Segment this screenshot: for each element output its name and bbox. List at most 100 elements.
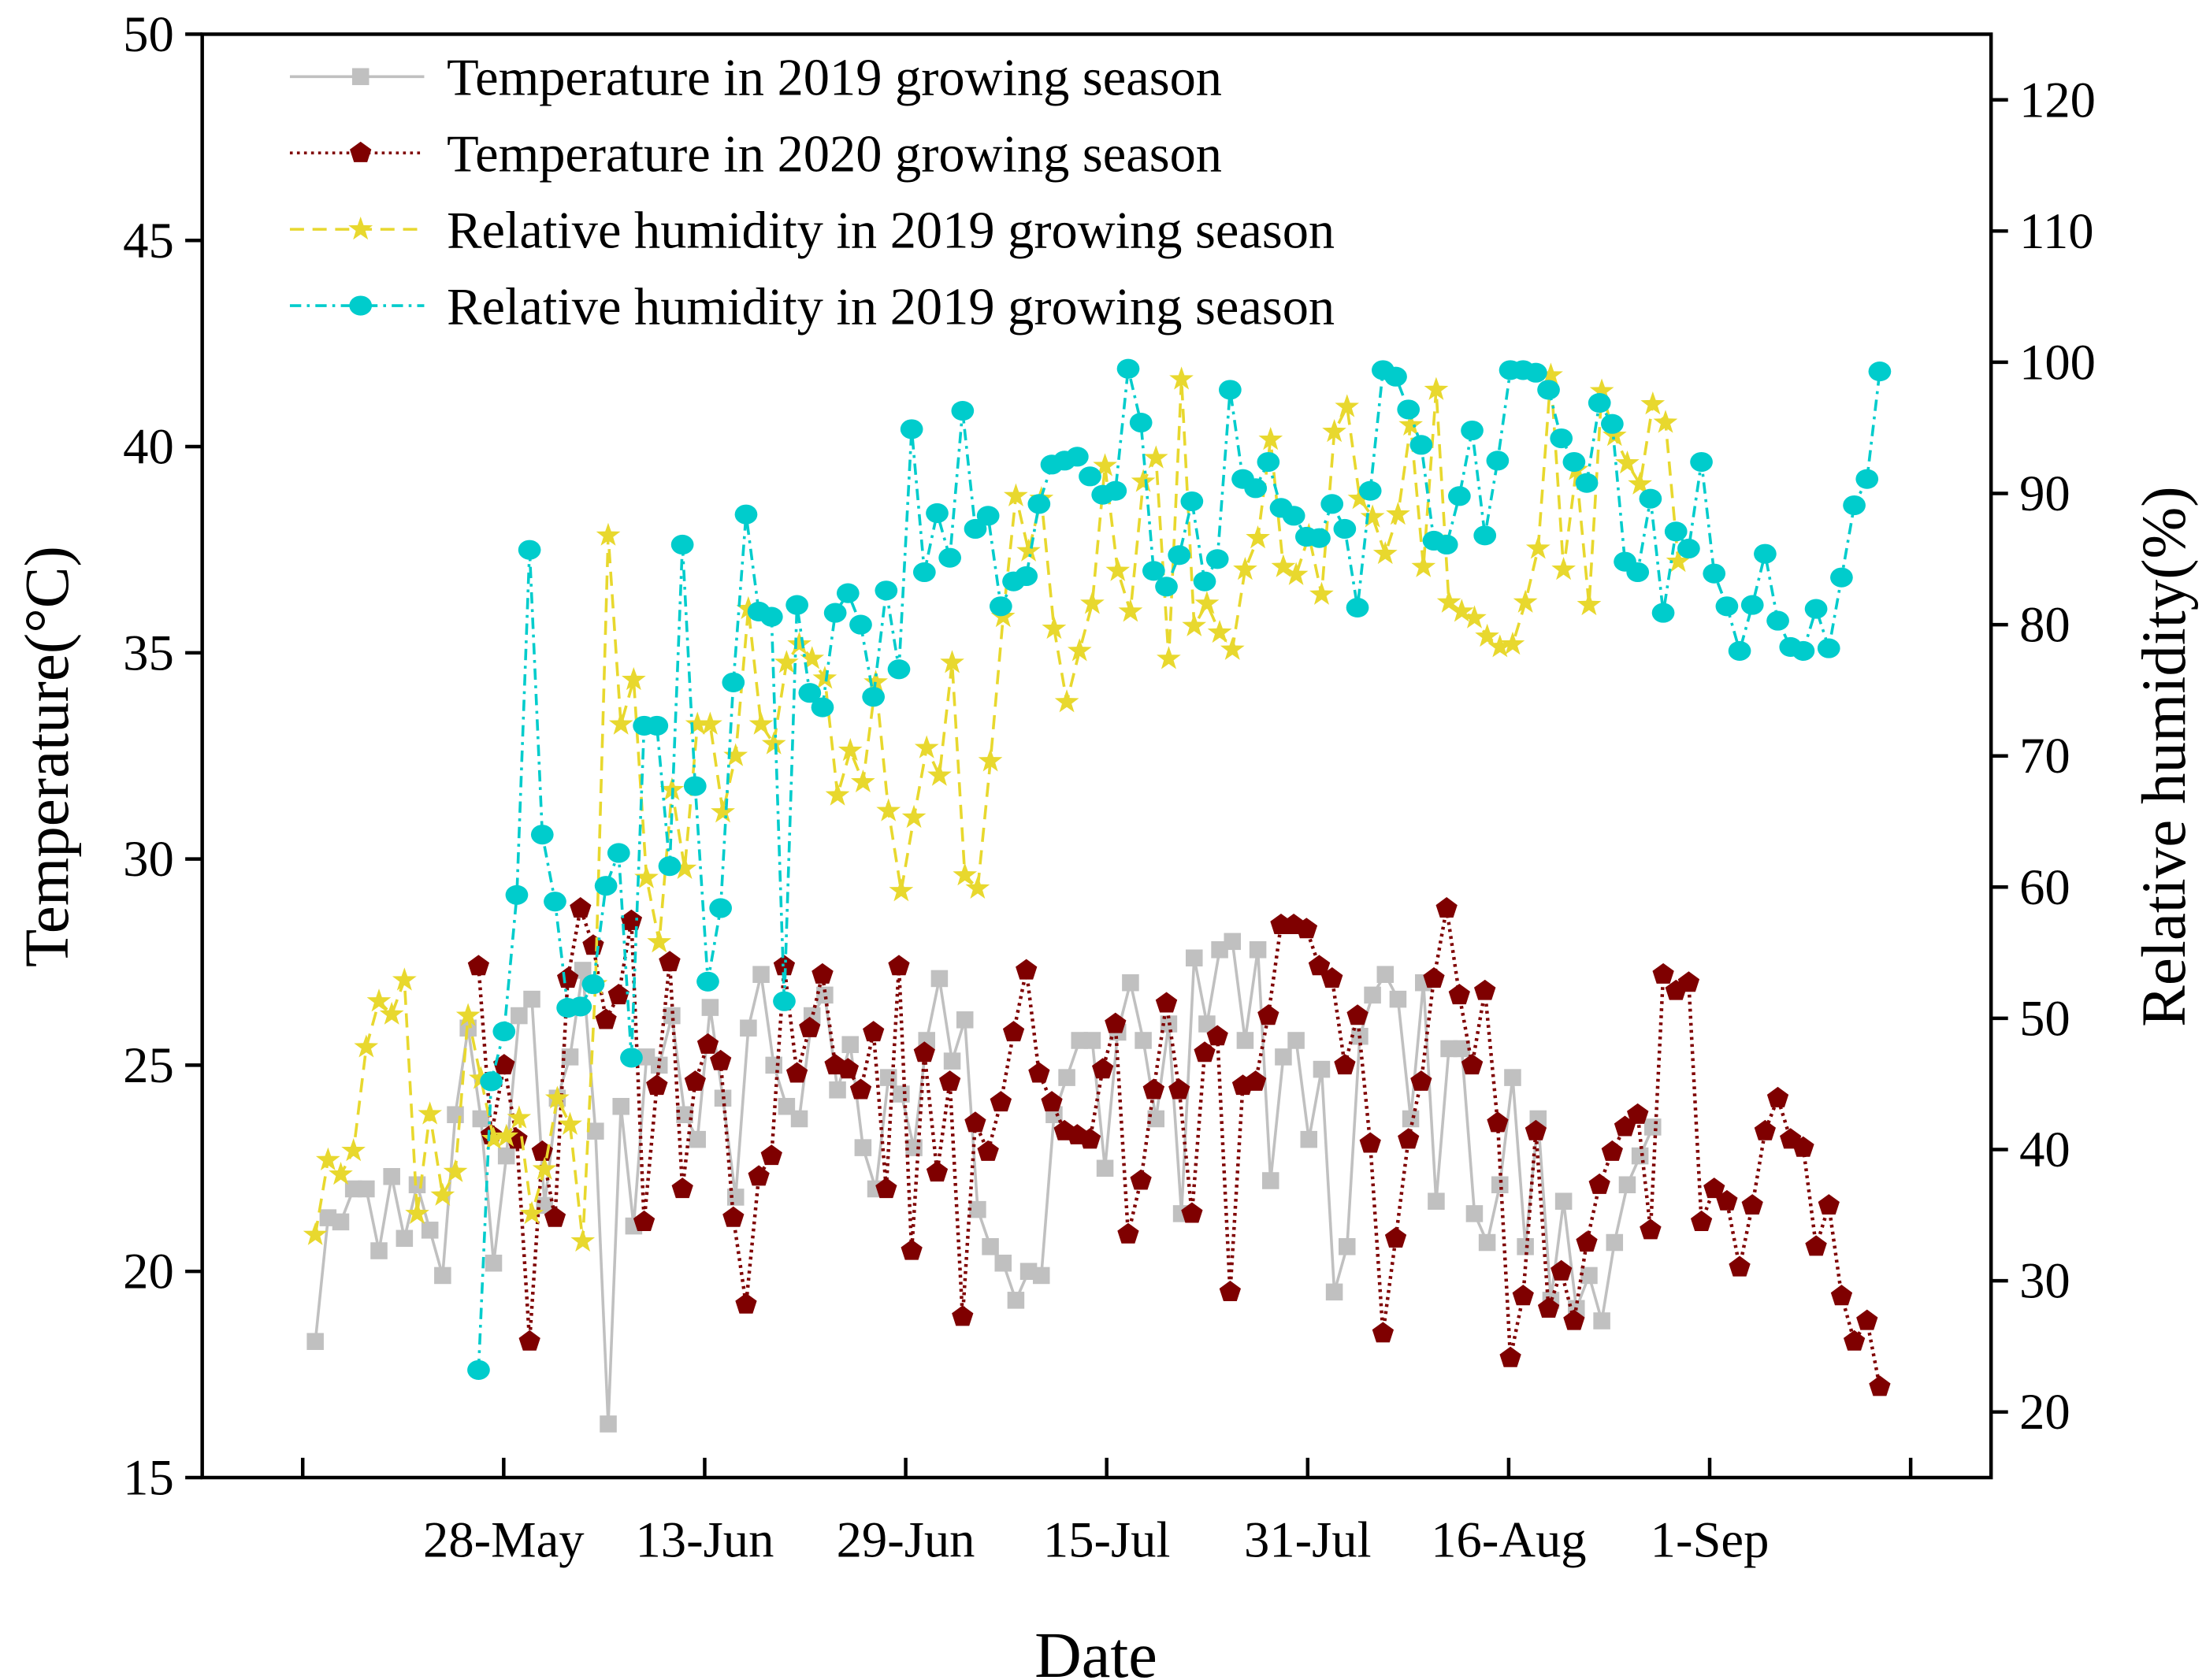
data-point	[1741, 1194, 1763, 1215]
data-point	[1016, 538, 1041, 562]
data-point	[1640, 1218, 1662, 1240]
series-0	[306, 933, 1662, 1433]
data-point	[785, 1062, 808, 1083]
data-point	[799, 1016, 821, 1037]
data-point	[1551, 556, 1577, 580]
data-point	[1071, 1032, 1089, 1049]
data-point	[685, 711, 710, 735]
data-point	[912, 562, 936, 583]
legend: Temperature in 2019 growing season Temper…	[289, 50, 1335, 336]
data-point	[1155, 577, 1178, 597]
data-point	[1157, 646, 1181, 669]
data-point	[672, 855, 697, 880]
data-point	[1118, 599, 1143, 622]
data-point	[683, 776, 707, 796]
data-point	[927, 762, 952, 786]
data-point	[646, 1074, 668, 1096]
data-point	[319, 1209, 337, 1226]
data-point	[1185, 949, 1203, 967]
data-point	[1335, 394, 1360, 417]
data-point	[1275, 1048, 1292, 1066]
data-point	[544, 1085, 570, 1109]
data-point	[1652, 962, 1674, 984]
data-point	[1448, 486, 1471, 506]
data-point	[1376, 966, 1395, 983]
data-point	[1436, 589, 1461, 613]
data-point	[1041, 1091, 1063, 1112]
data-point	[332, 1213, 350, 1231]
data-point	[1843, 1330, 1866, 1351]
data-point	[982, 1238, 999, 1255]
data-point	[1233, 556, 1257, 580]
data-point	[670, 534, 694, 555]
data-point	[964, 518, 987, 540]
data-point	[430, 1182, 455, 1206]
data-point	[582, 934, 604, 955]
data-point	[1499, 1346, 1521, 1367]
data-point	[1002, 1021, 1025, 1042]
data-point	[901, 804, 927, 829]
data-point	[1054, 689, 1079, 713]
right-tick-label: 110	[2019, 202, 2094, 259]
data-point	[1245, 1070, 1267, 1091]
data-point	[645, 715, 669, 736]
data-point	[1287, 1032, 1305, 1049]
data-point	[1389, 990, 1407, 1008]
data-point	[1386, 501, 1410, 525]
data-point	[1651, 603, 1675, 623]
data-point	[523, 990, 540, 1008]
data-point	[726, 1189, 745, 1206]
data-point	[1218, 380, 1242, 400]
data-point	[659, 951, 681, 972]
data-point	[507, 1105, 532, 1129]
data-point	[711, 799, 735, 823]
data-point	[587, 1122, 604, 1140]
data-point	[1818, 1194, 1840, 1215]
data-point	[595, 1008, 617, 1029]
data-point	[511, 1007, 528, 1025]
data-point	[800, 646, 825, 669]
data-point	[1435, 534, 1458, 555]
data-point	[875, 1177, 897, 1199]
data-point	[1551, 1259, 1573, 1281]
data-point	[1105, 1012, 1127, 1033]
data-point	[1313, 1060, 1331, 1078]
data-point	[863, 1021, 885, 1042]
data-point	[1142, 1078, 1165, 1100]
data-point	[1042, 616, 1067, 640]
data-point	[620, 909, 643, 930]
data-point	[1105, 558, 1131, 581]
right-tick-label: 30	[2019, 1252, 2070, 1309]
x-tick-label: 31-Jul	[1244, 1511, 1372, 1567]
data-point	[505, 885, 529, 905]
data-point	[1122, 974, 1139, 992]
data-point	[1606, 1233, 1624, 1252]
data-point	[1411, 554, 1436, 577]
data-point	[570, 1228, 596, 1252]
x-tick-label: 29-Jun	[837, 1511, 975, 1567]
data-point	[1461, 1054, 1484, 1075]
data-point	[722, 672, 745, 692]
data-point	[1007, 1292, 1025, 1309]
data-point	[518, 540, 541, 560]
y-axis-right-label: Relative humidity(%)	[2130, 486, 2199, 1026]
data-point	[930, 970, 949, 988]
data-point	[600, 1415, 617, 1433]
data-point	[622, 666, 646, 691]
data-point	[1104, 480, 1127, 501]
x-tick-label: 16-Aug	[1431, 1511, 1586, 1567]
data-point	[701, 999, 719, 1016]
data-point	[1486, 451, 1510, 471]
data-point	[1575, 473, 1599, 493]
data-point	[658, 856, 681, 877]
x-tick-label: 1-Sep	[1651, 1511, 1770, 1567]
data-point	[1083, 1032, 1101, 1049]
data-point	[696, 971, 719, 992]
data-point	[1487, 634, 1513, 658]
data-point	[1372, 1322, 1395, 1343]
data-point	[1618, 1176, 1636, 1194]
data-point	[825, 782, 850, 806]
data-point	[1194, 1041, 1216, 1063]
left-tick-label: 15	[123, 1449, 174, 1506]
data-point	[467, 955, 490, 976]
